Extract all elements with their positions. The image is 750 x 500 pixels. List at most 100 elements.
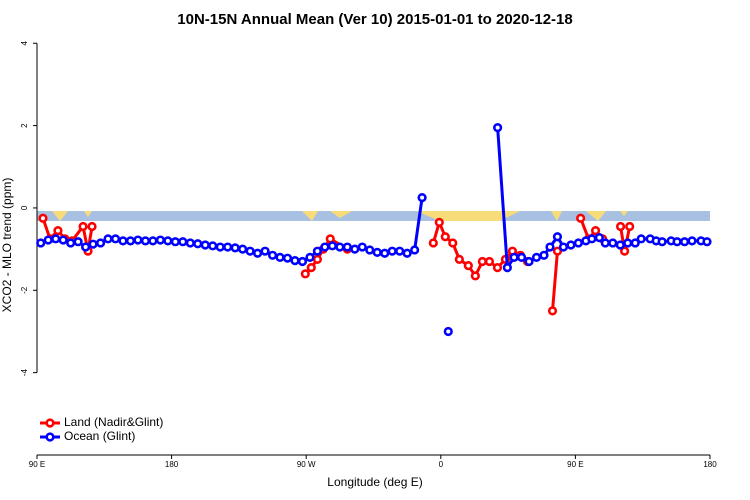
data-point <box>587 234 597 244</box>
data-point <box>110 234 121 244</box>
data-point <box>178 237 188 247</box>
y-tick-label: 4 <box>20 40 29 45</box>
data-point <box>155 235 165 245</box>
data-point <box>140 236 151 246</box>
data-point <box>58 235 68 245</box>
data-point <box>245 246 255 256</box>
data-point <box>380 248 390 258</box>
data-point <box>590 225 601 236</box>
x-tick-label: 0 <box>439 460 444 469</box>
data-point <box>43 235 53 245</box>
data-point <box>51 234 61 244</box>
data-point <box>615 240 625 250</box>
data-point <box>636 234 646 244</box>
data-point <box>290 256 300 266</box>
data-point <box>615 221 626 232</box>
data-point <box>576 213 586 223</box>
data-point <box>238 244 248 254</box>
data-point <box>208 241 218 251</box>
data-point <box>342 242 352 252</box>
data-point <box>687 236 697 246</box>
data-point <box>509 252 519 262</box>
data-point <box>200 240 210 250</box>
legend-label: Ocean (Glint) <box>64 429 135 443</box>
data-point <box>300 269 310 279</box>
data-point <box>492 263 503 273</box>
data-point <box>365 245 375 255</box>
data-point <box>185 238 195 248</box>
data-point <box>620 246 630 256</box>
chart-title: 10N-15N Annual Mean (Ver 10) 2015-01-01 … <box>177 11 572 28</box>
band-patch <box>52 211 628 221</box>
data-point <box>552 246 563 256</box>
data-point <box>395 246 405 256</box>
data-point <box>454 254 464 265</box>
data-point <box>133 235 143 245</box>
data-point <box>305 252 315 262</box>
x-axis-label: Longitude (deg E) <box>327 475 422 489</box>
data-point <box>327 241 337 251</box>
y-axis-label: XCO2 - MLO trend (ppm) <box>0 178 14 313</box>
data-point <box>335 242 345 252</box>
data-point <box>163 236 173 246</box>
data-point <box>428 238 438 248</box>
data-point <box>73 237 83 247</box>
x-tick-label: 180 <box>703 460 717 469</box>
x-tick-label: 90 E <box>567 460 583 469</box>
data-point <box>566 240 576 250</box>
data-point <box>387 246 397 256</box>
data-point <box>87 221 97 232</box>
data-point <box>531 252 542 262</box>
data-point <box>306 263 316 273</box>
data-point <box>443 326 453 337</box>
data-point <box>252 248 263 258</box>
data-point <box>573 238 583 248</box>
data-point <box>594 232 604 243</box>
data-point <box>547 306 558 316</box>
data-point <box>470 271 480 281</box>
data-point <box>357 242 367 252</box>
data-point <box>372 247 382 258</box>
y-tick-label: -4 <box>20 369 29 377</box>
data-point <box>608 238 618 248</box>
data-point <box>545 242 555 252</box>
data-point <box>325 234 335 244</box>
data-point <box>434 217 444 227</box>
data-point <box>448 238 458 248</box>
data-point <box>630 238 640 248</box>
data-point <box>267 250 278 260</box>
data-point <box>81 242 91 252</box>
legend-marker <box>45 418 55 428</box>
data-point <box>53 225 63 236</box>
data-point <box>282 253 293 263</box>
legend-label: Land (Nadir&Glint) <box>64 415 163 429</box>
band <box>37 211 710 221</box>
data-point <box>193 239 203 249</box>
data-point <box>702 237 712 247</box>
data-point <box>539 250 549 260</box>
y-tick-label: 0 <box>20 205 29 210</box>
data-point <box>103 234 113 244</box>
data-point <box>625 221 635 232</box>
y-tick-label: -2 <box>20 286 29 294</box>
data-point <box>275 252 285 262</box>
data-point <box>558 242 569 252</box>
data-point <box>623 238 633 248</box>
x-tick-label: 180 <box>165 460 179 469</box>
data-point <box>463 260 473 271</box>
data-point <box>78 221 88 232</box>
data-point <box>524 256 534 267</box>
data-point <box>125 236 136 246</box>
data-point <box>679 237 690 247</box>
data-point <box>230 243 240 253</box>
data-point <box>148 236 158 246</box>
data-point <box>402 248 412 258</box>
data-point <box>38 213 48 223</box>
data-point <box>312 246 323 256</box>
data-point <box>66 238 76 248</box>
data-point <box>312 254 323 265</box>
data-point <box>223 242 233 252</box>
data-point <box>350 244 360 254</box>
data-point <box>297 256 308 267</box>
series-line <box>41 217 632 312</box>
